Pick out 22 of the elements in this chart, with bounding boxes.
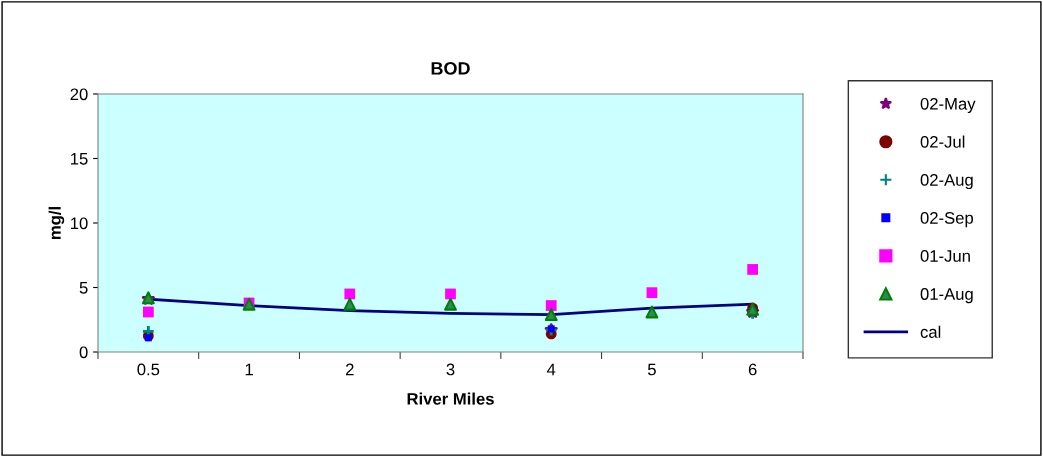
y-tick-label: 10	[71, 217, 88, 230]
y-tick-label: 15	[71, 153, 88, 165]
y-tick-label: 20	[70, 88, 88, 101]
x-tick-label: 6	[748, 363, 757, 376]
chart-title: BOD	[431, 61, 470, 75]
y-axis-title: mg/l	[48, 207, 65, 240]
x-tick-label: 4	[546, 363, 556, 376]
x-tick-label: 1	[245, 363, 253, 376]
x-tick-label: 5	[647, 363, 656, 376]
legend-label: 02-May	[920, 97, 976, 114]
legend-label: 01-Aug	[920, 288, 973, 304]
legend-label: 02-Jul	[920, 135, 965, 148]
y-tick-label: 5	[79, 282, 88, 294]
x-tick-label: 0.5	[137, 363, 160, 376]
x-tick-label: 2	[345, 363, 354, 376]
legend-label: 02-Sep	[920, 212, 974, 228]
x-axis-title: River Miles	[407, 392, 494, 405]
legend-label: cal	[920, 325, 941, 338]
legend-label: 02-Aug	[920, 174, 973, 190]
x-tick-label: 3	[446, 363, 455, 376]
legend-label: 01-Jun	[920, 250, 970, 262]
y-tick-label: 0	[79, 346, 88, 359]
